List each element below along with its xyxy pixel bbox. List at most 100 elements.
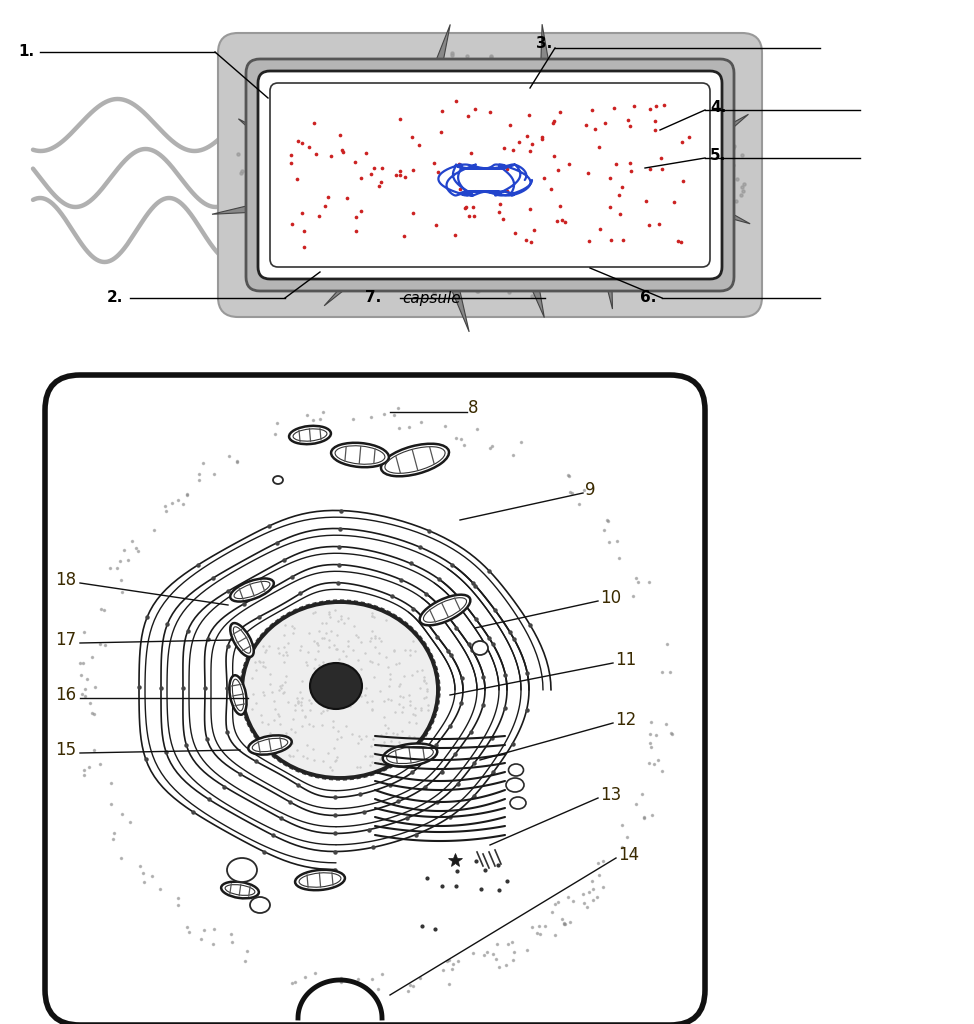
- Point: [621, 118, 637, 134]
- Text: 8: 8: [468, 399, 478, 417]
- Point: [323, 147, 339, 164]
- Point: [374, 160, 390, 176]
- Ellipse shape: [248, 735, 292, 755]
- Polygon shape: [641, 71, 684, 108]
- Point: [428, 217, 443, 233]
- Point: [433, 123, 449, 139]
- Point: [620, 113, 636, 129]
- Point: [552, 103, 568, 120]
- Point: [543, 181, 558, 198]
- Point: [503, 117, 518, 133]
- Point: [405, 162, 421, 178]
- Ellipse shape: [230, 623, 254, 657]
- Point: [507, 225, 523, 242]
- Point: [434, 102, 450, 119]
- Polygon shape: [703, 200, 750, 224]
- Point: [655, 161, 670, 177]
- Point: [397, 169, 413, 185]
- Point: [354, 203, 369, 219]
- Point: [519, 232, 535, 249]
- Point: [306, 115, 321, 131]
- Point: [426, 155, 441, 171]
- Point: [492, 196, 507, 212]
- Point: [499, 182, 514, 199]
- Ellipse shape: [273, 476, 283, 484]
- Point: [641, 216, 656, 232]
- Polygon shape: [444, 271, 469, 332]
- Point: [562, 156, 578, 172]
- Point: [519, 128, 535, 144]
- Point: [642, 161, 657, 177]
- Text: 10: 10: [600, 589, 621, 607]
- Point: [584, 102, 600, 119]
- Point: [674, 133, 690, 150]
- Point: [451, 156, 467, 172]
- Ellipse shape: [221, 882, 259, 898]
- Polygon shape: [212, 200, 277, 214]
- Point: [591, 139, 607, 156]
- Point: [581, 232, 597, 249]
- Point: [452, 180, 468, 197]
- Text: 17: 17: [55, 631, 76, 649]
- Point: [349, 209, 364, 225]
- Point: [587, 121, 603, 137]
- FancyBboxPatch shape: [270, 83, 710, 267]
- Point: [522, 201, 538, 217]
- Point: [652, 215, 667, 231]
- Point: [612, 206, 627, 222]
- Point: [673, 234, 689, 251]
- Text: 15: 15: [55, 741, 76, 759]
- Point: [653, 150, 668, 166]
- FancyBboxPatch shape: [246, 59, 734, 291]
- Point: [366, 160, 382, 176]
- Point: [431, 164, 446, 180]
- Point: [496, 211, 511, 227]
- Point: [283, 146, 299, 163]
- Point: [458, 200, 473, 216]
- Text: 3.: 3.: [536, 37, 552, 51]
- Point: [522, 142, 538, 159]
- Point: [607, 99, 622, 116]
- Point: [552, 199, 568, 215]
- Point: [467, 208, 482, 224]
- Text: 4.: 4.: [710, 99, 727, 115]
- Point: [648, 113, 663, 129]
- Point: [549, 212, 565, 228]
- Text: 7.: 7.: [365, 291, 381, 305]
- Polygon shape: [428, 25, 450, 81]
- Text: 1.: 1.: [18, 44, 34, 59]
- Text: capsule: capsule: [402, 291, 461, 305]
- Point: [511, 134, 527, 151]
- Point: [597, 115, 613, 131]
- Point: [320, 188, 336, 205]
- Point: [524, 135, 540, 152]
- Ellipse shape: [420, 595, 470, 626]
- Ellipse shape: [508, 764, 523, 776]
- Polygon shape: [662, 231, 692, 286]
- Point: [527, 222, 543, 239]
- Ellipse shape: [331, 442, 389, 467]
- Point: [371, 178, 387, 195]
- Point: [648, 122, 663, 138]
- Point: [550, 162, 566, 178]
- Polygon shape: [303, 73, 340, 108]
- Point: [340, 190, 356, 207]
- Point: [358, 145, 374, 162]
- Point: [294, 134, 310, 151]
- Point: [554, 212, 570, 228]
- Point: [500, 161, 515, 177]
- Text: 13: 13: [600, 786, 621, 804]
- FancyBboxPatch shape: [258, 71, 722, 279]
- Point: [354, 170, 369, 186]
- Ellipse shape: [230, 579, 274, 601]
- Point: [289, 170, 305, 186]
- Point: [447, 227, 463, 244]
- Point: [296, 240, 312, 256]
- Point: [294, 205, 310, 221]
- Point: [318, 198, 333, 214]
- Point: [535, 129, 550, 145]
- Text: 11: 11: [615, 651, 636, 669]
- Point: [537, 170, 552, 186]
- Point: [521, 106, 537, 123]
- Point: [290, 133, 306, 150]
